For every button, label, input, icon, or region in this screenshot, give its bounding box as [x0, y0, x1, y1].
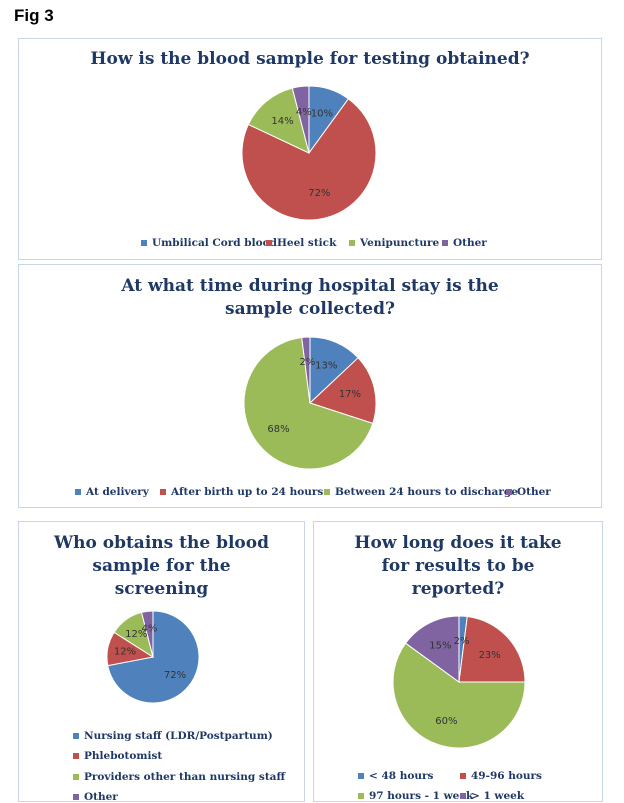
legend-swatch [358, 773, 364, 779]
data-label-3: 12% [125, 629, 147, 640]
pie-slice-3 [243, 336, 374, 470]
legend-label: At delivery [86, 486, 149, 498]
pie-slice-2 [309, 357, 377, 425]
pie-chart: 13% 17% 68% 2% [243, 336, 377, 470]
legend-label: Other [453, 237, 487, 249]
legend-swatch [266, 240, 272, 246]
data-label-1: 13% [315, 360, 337, 371]
legend-item-2: Heel stick [266, 237, 336, 249]
legend-label: Other [84, 791, 118, 803]
pie-slice-2 [241, 98, 377, 221]
legend-label: After birth up to 24 hours [171, 486, 324, 498]
pie-slice-4 [404, 615, 460, 683]
legend-label: < 48 hours [369, 770, 434, 782]
legend-swatch [73, 753, 79, 759]
data-label-2: 72% [308, 188, 330, 199]
legend-item-3: 97 hours - 1 week [358, 790, 473, 802]
chart-legend: Umbilical Cord blood Heel stick Venipunctu… [19, 39, 603, 261]
legend-item-4: > 1 week [460, 790, 524, 802]
data-label-4: 4% [141, 624, 157, 635]
data-label-2: 12% [114, 647, 136, 658]
legend-swatch [73, 774, 79, 780]
data-label-2: 23% [479, 650, 501, 661]
legend-item-2: 49-96 hours [460, 770, 542, 782]
legend-swatch [324, 489, 330, 495]
chart-legend: Nursing staff (LDR/Postpartum) Phlebotomi… [19, 522, 306, 803]
legend-label: Venipuncture [360, 237, 440, 249]
legend-item-3: Providers other than nursing staff [73, 771, 285, 783]
figure-label: Fig 3 [14, 6, 54, 25]
data-label-4: 4% [296, 107, 312, 118]
legend-label: Providers other than nursing staff [84, 771, 286, 783]
legend-item-4: Other [506, 486, 551, 498]
data-label-4: 2% [299, 357, 315, 368]
legend-item-1: At delivery [75, 486, 149, 498]
legend-label: 49-96 hours [471, 770, 542, 782]
pie-slice-2 [458, 615, 526, 683]
data-label-1: 2% [454, 636, 470, 647]
chart-panel-turnaround: How long does it take for results to be … [313, 521, 603, 802]
legend-swatch [506, 489, 512, 495]
legend-swatch [358, 793, 364, 799]
legend-swatch [460, 773, 466, 779]
pie-slice-4 [301, 336, 311, 404]
pie-slice-3 [247, 87, 310, 154]
legend-label: Between 24 hours to discharge [335, 486, 518, 498]
legend-item-1: Nursing staff (LDR/Postpartum) [73, 730, 273, 742]
legend-swatch [73, 794, 79, 800]
legend-item-4: Other [73, 791, 118, 803]
chart-title: At what time during hospital stay is the… [121, 276, 499, 319]
chart-title: Who obtains the blood sample for the scr… [54, 533, 269, 599]
chart-title: How long does it take for results to be … [354, 533, 562, 599]
pie-chart: 72%12%12%4% [106, 610, 200, 704]
pie-slice-3 [392, 642, 526, 749]
data-label-3: 68% [267, 424, 289, 435]
data-label-3: 14% [271, 116, 293, 127]
legend-item-4: Other [442, 237, 487, 249]
legend-label: Umbilical Cord blood [152, 237, 277, 249]
chart-legend: < 48 hours 49-96 hours 97 hours - 1 week > … [314, 522, 604, 803]
data-label-1: 72% [164, 670, 186, 681]
legend-label: Phlebotomist [84, 750, 163, 762]
chart-panel-who-obtains: Who obtains the blood sample for the scr… [18, 521, 306, 803]
legend-item-2: After birth up to 24 hours [160, 486, 323, 498]
legend-label: 97 hours - 1 week [369, 790, 474, 802]
chart-panel-collection-time: At what time during hospital stay is the… [18, 264, 602, 508]
chart-panel-blood-sample-method: How is the blood sample for testing obta… [18, 38, 602, 260]
legend-label: > 1 week [471, 790, 525, 802]
data-label-4: 15% [429, 641, 451, 652]
pie-chart: 10% 72% 14%4% [241, 85, 377, 221]
pie-chart: 2% 23% 60% 15% [392, 615, 526, 749]
data-label-2: 17% [339, 389, 361, 400]
legend-item-3: Between 24 hours to discharge [324, 486, 518, 498]
legend-item-1: Umbilical Cord blood [141, 237, 277, 249]
legend-swatch [141, 240, 147, 246]
legend-label: Heel stick [277, 237, 337, 249]
legend-swatch [349, 240, 355, 246]
legend-swatch [73, 733, 79, 739]
legend-label: Other [517, 486, 551, 498]
legend-item-1: < 48 hours [358, 770, 433, 782]
chart-title: How is the blood sample for testing obta… [90, 49, 530, 69]
legend-swatch [442, 240, 448, 246]
legend-swatch [75, 489, 81, 495]
chart-legend: At delivery After birth up to 24 hours Bet… [19, 265, 603, 509]
data-label-3: 60% [435, 716, 457, 727]
pie-slice-4 [140, 610, 154, 658]
legend-swatch [460, 793, 466, 799]
legend-swatch [160, 489, 166, 495]
legend-label: Nursing staff (LDR/Postpartum) [84, 730, 273, 742]
pie-slice-4 [291, 85, 310, 154]
data-label-1: 10% [311, 108, 333, 119]
legend-item-3: Venipuncture [349, 237, 439, 249]
legend-item-2: Phlebotomist [73, 750, 162, 762]
